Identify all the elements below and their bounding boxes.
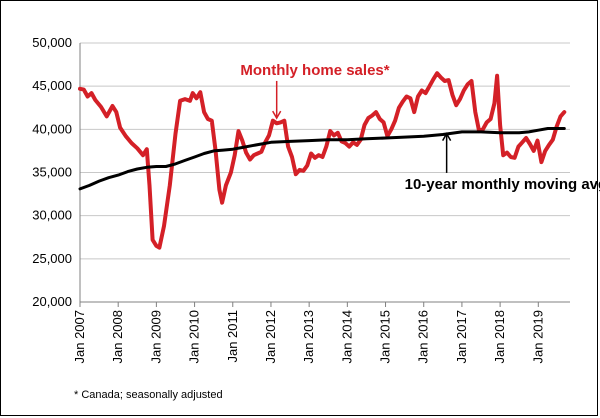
series-layer xyxy=(78,71,567,250)
series-line-2 xyxy=(78,127,566,191)
x-tick-label: Jan 2018 xyxy=(492,310,507,364)
x-tick-label: Jan 2017 xyxy=(454,310,469,364)
x-tick-label: Jan 2015 xyxy=(378,310,393,364)
annotations: Monthly home sales* 10-year monthly movin… xyxy=(240,62,600,193)
annotation-label: Monthly home sales* xyxy=(240,62,389,79)
annotation-label: 10-year monthly moving avg.* xyxy=(405,176,600,193)
y-tick-label: 45,000 xyxy=(32,78,72,93)
x-tick-label: Jan 2019 xyxy=(530,310,545,364)
y-tick-label: 30,000 xyxy=(32,208,72,223)
footnote: * Canada; seasonally adjusted xyxy=(74,389,223,401)
y-tick-label: 50,000 xyxy=(32,35,72,50)
x-tick-label: Jan 2016 xyxy=(416,310,431,364)
x-tick-label: Jan 2013 xyxy=(301,310,316,364)
series-line-1 xyxy=(78,71,567,250)
x-axis: Jan 2007 Jan 2008 Jan 2009 Jan 2010 Jan 2011… xyxy=(72,302,545,364)
y-tick-label: 40,000 xyxy=(32,121,72,136)
y-tick-label: 35,000 xyxy=(32,165,72,180)
y-tick-label: 25,000 xyxy=(32,251,72,266)
x-tick-label: Jan 2014 xyxy=(339,310,354,364)
annotation-arrowhead xyxy=(272,110,282,120)
annotation-arrowhead xyxy=(441,132,452,142)
grid-lines xyxy=(79,42,570,303)
x-tick-label: Jan 2010 xyxy=(187,310,202,364)
x-tick-label: Jan 2008 xyxy=(110,310,125,364)
y-axis: 20,000 25,000 30,000 35,000 40,000 45,000 50,0… xyxy=(32,35,72,309)
x-tick-label: Jan 2009 xyxy=(148,310,163,364)
x-tick-label: Jan 2012 xyxy=(263,310,278,364)
x-tick-label: Jan 2007 xyxy=(72,310,87,364)
y-tick-label: 20,000 xyxy=(32,294,72,309)
x-tick-label: Jan 2011 xyxy=(225,310,240,363)
